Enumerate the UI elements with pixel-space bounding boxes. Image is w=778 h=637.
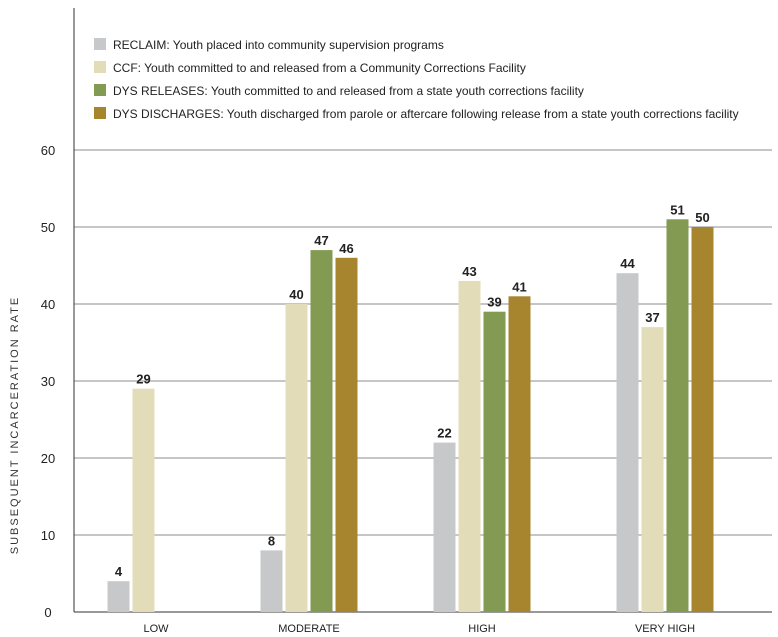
bar (260, 550, 283, 612)
data-label: 22 (437, 426, 451, 441)
data-label: 47 (314, 233, 328, 248)
bar (285, 304, 308, 612)
bar (335, 257, 358, 612)
bars (107, 219, 714, 613)
legend-entry: CCF: Youth committed to and released fro… (113, 61, 526, 75)
category-labels: LOW MODERATE HIGH VERY HIGH (143, 623, 695, 635)
category-label: MODERATE (278, 623, 340, 635)
data-label: 44 (620, 256, 635, 271)
data-label: 50 (695, 210, 709, 225)
bar (641, 327, 664, 612)
legend: RECLAIM: Youth placed into community sup… (94, 38, 739, 121)
data-labels: 4 29 8 40 47 46 22 43 39 41 44 37 51 50 (115, 202, 710, 579)
bar (310, 250, 333, 612)
y-tick-label: 50 (41, 220, 55, 235)
y-tick-label: 10 (41, 528, 55, 543)
bar (132, 388, 155, 612)
category-label: LOW (143, 623, 169, 635)
data-label: 39 (487, 295, 501, 310)
category-label: HIGH (468, 623, 496, 635)
legend-swatch (94, 84, 106, 96)
bar (666, 219, 689, 613)
data-label: 29 (136, 372, 150, 387)
y-tick-label: 20 (41, 451, 55, 466)
legend-entry: DYS DISCHARGES: Youth discharged from pa… (113, 107, 739, 121)
y-tick-label: 30 (41, 374, 55, 389)
y-tick-labels: 0 10 20 30 40 50 60 (41, 143, 55, 620)
bar (616, 273, 639, 612)
legend-swatch (94, 61, 106, 73)
data-label: 40 (289, 287, 303, 302)
category-label: VERY HIGH (635, 623, 695, 635)
y-tick-label: 60 (41, 143, 55, 158)
bar (483, 311, 506, 612)
data-label: 37 (645, 310, 659, 325)
bar (691, 227, 714, 612)
bar (458, 280, 481, 612)
data-label: 8 (268, 533, 275, 548)
data-label: 41 (512, 279, 526, 294)
legend-swatch (94, 38, 106, 50)
y-tick-label: 0 (44, 605, 51, 620)
data-label: 51 (670, 202, 684, 217)
data-label: 43 (462, 264, 476, 279)
bar (107, 581, 130, 612)
legend-entry: DYS RELEASES: Youth committed to and rel… (113, 84, 584, 98)
y-axis-label: SUBSEQUENT INCARCERATION RATE (9, 296, 21, 554)
bar (508, 296, 531, 612)
legend-swatch (94, 107, 106, 119)
bar (433, 442, 456, 612)
legend-entry: RECLAIM: Youth placed into community sup… (113, 38, 444, 52)
y-tick-label: 40 (41, 297, 55, 312)
data-label: 4 (115, 564, 123, 579)
data-label: 46 (339, 241, 353, 256)
